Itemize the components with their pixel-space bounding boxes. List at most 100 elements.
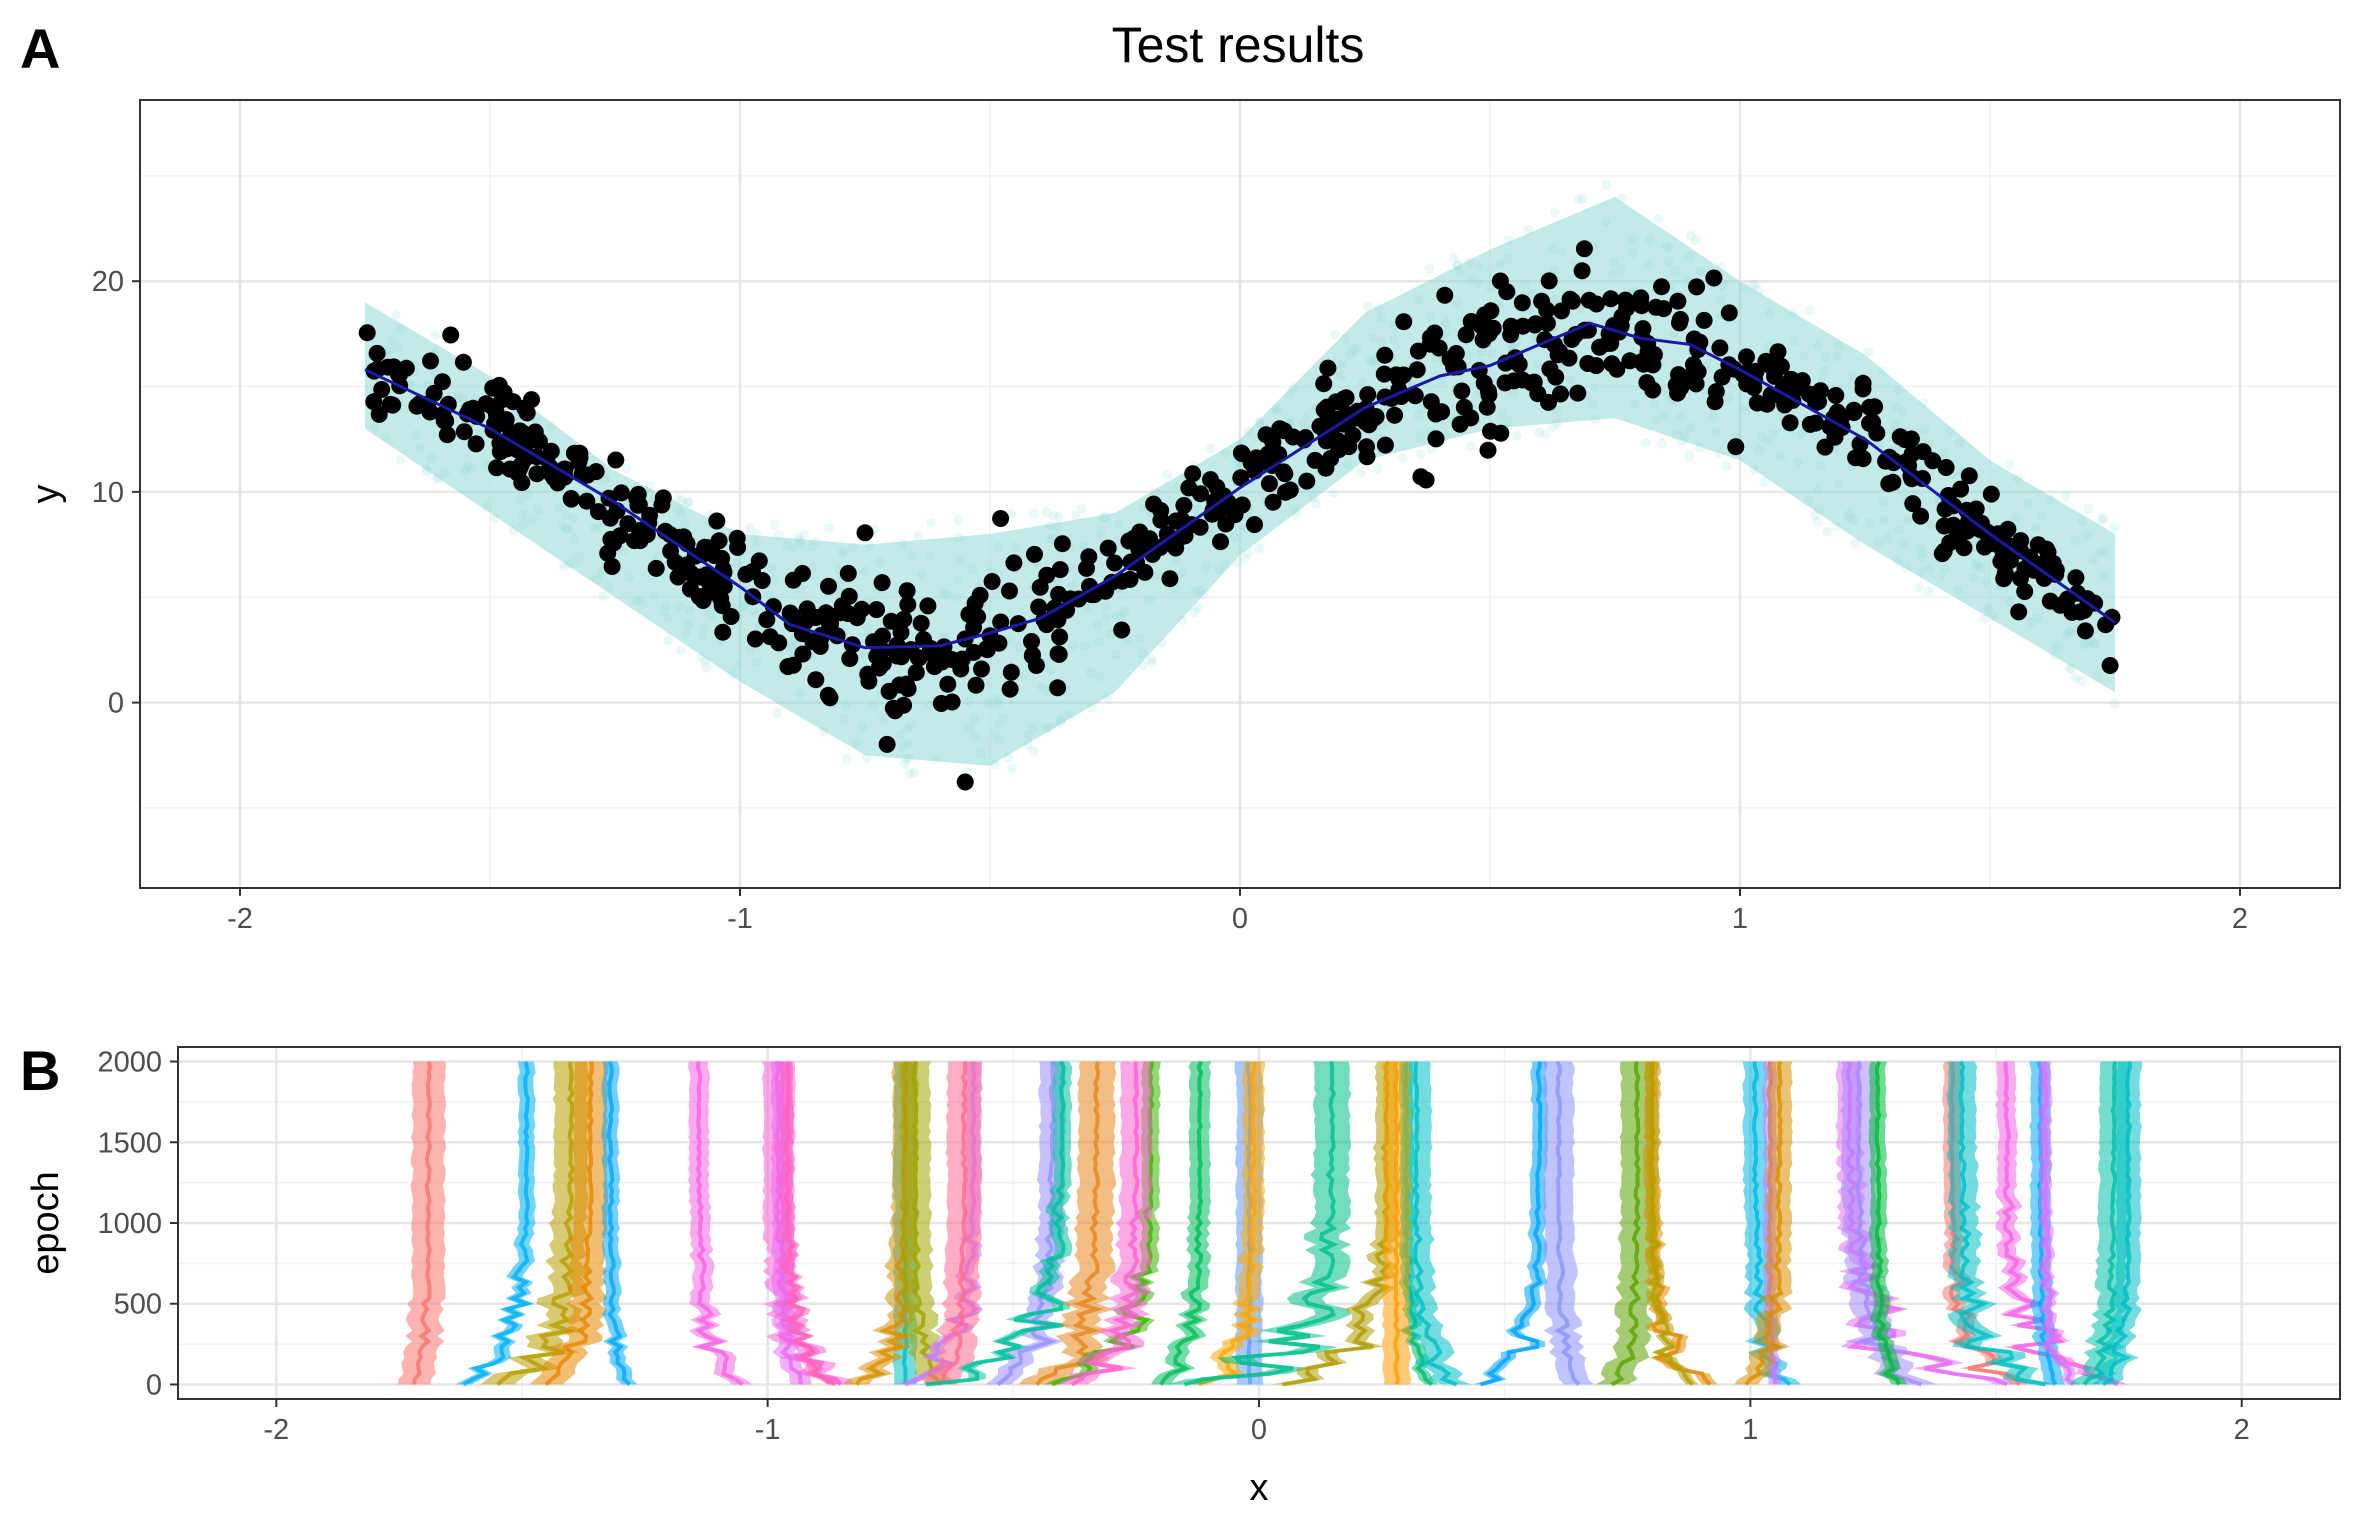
band-sample (440, 467, 451, 478)
observation-point (990, 634, 1008, 652)
observation-point (1453, 382, 1471, 400)
epoch-trace-ribbon (1271, 1061, 1399, 1385)
observation-point (888, 636, 906, 654)
band-sample (1193, 602, 1204, 612)
band-sample (2064, 662, 2075, 673)
band-sample (621, 463, 632, 474)
band-sample (1901, 563, 1912, 574)
band-sample (2088, 638, 2098, 649)
band-sample (569, 534, 580, 544)
band-sample (1466, 274, 1477, 285)
observation-point (2067, 569, 2085, 587)
band-sample (1988, 610, 1999, 621)
observation-point (433, 373, 451, 391)
x-tick-label: 0 (1251, 1414, 1267, 1446)
observation-point (694, 592, 712, 609)
band-sample (811, 536, 822, 547)
observation-point (1828, 403, 1846, 421)
band-sample (1138, 660, 1148, 671)
band-sample (1271, 403, 1282, 414)
band-sample (2083, 503, 2094, 514)
observation-point (1023, 647, 1041, 665)
observation-point (1051, 628, 1069, 646)
band-sample (1919, 424, 1930, 435)
band-sample (1010, 541, 1021, 552)
band-sample (1863, 347, 1874, 357)
band-sample (411, 429, 422, 440)
band-sample (1573, 194, 1584, 205)
band-sample (1013, 642, 1024, 653)
band-sample (680, 627, 691, 638)
band-sample (1464, 257, 1475, 268)
band-sample (1454, 266, 1464, 277)
band-sample (1952, 585, 1963, 596)
band-sample (675, 508, 686, 519)
epoch-trace-ribbon (601, 1061, 638, 1385)
observation-point (1992, 552, 2010, 570)
band-sample (2077, 516, 2088, 527)
band-sample (1146, 654, 1157, 665)
observation-point (1914, 443, 1932, 461)
observation-point (1711, 339, 1729, 357)
band-sample (700, 656, 711, 667)
band-sample (1523, 225, 1534, 235)
band-sample (1739, 404, 1750, 415)
band-sample (1643, 260, 1654, 271)
band-sample (1716, 261, 1727, 272)
observation-point (1745, 378, 1763, 396)
band-sample (1685, 422, 1696, 433)
band-sample (1113, 519, 1124, 530)
band-sample (1903, 515, 1914, 526)
band-sample (1815, 460, 1826, 471)
observation-point (491, 443, 509, 461)
band-sample (1100, 611, 1111, 622)
band-sample (923, 700, 934, 711)
observation-point (1001, 582, 1018, 600)
observation-point (1513, 294, 1531, 312)
band-sample (1243, 426, 1254, 436)
epoch-trace-ribbon (1166, 1061, 1352, 1385)
band-sample (794, 535, 805, 546)
observation-point (713, 549, 731, 567)
observation-point (1275, 463, 1293, 481)
band-sample (1029, 508, 1040, 519)
band-sample (1416, 403, 1427, 414)
epoch-trace-ribbon (455, 1061, 536, 1385)
observation-point (1807, 414, 1825, 432)
observation-point (438, 426, 456, 444)
observation-point (625, 532, 643, 550)
band-sample (1137, 503, 1148, 514)
observation-point (1318, 398, 1336, 416)
band-sample (1086, 702, 1097, 713)
observation-point (442, 326, 460, 344)
observation-point (1695, 311, 1713, 329)
observation-point (874, 627, 891, 645)
band-sample (898, 742, 908, 753)
observation-point (2041, 592, 2059, 610)
observation-point (841, 650, 859, 668)
band-sample (696, 651, 706, 662)
band-sample (751, 657, 762, 667)
band-sample (930, 755, 941, 765)
band-sample (2065, 627, 2076, 638)
band-sample (1068, 640, 1079, 651)
band-sample (598, 591, 609, 602)
band-sample (1254, 417, 1265, 427)
y-tick-label: 0 (108, 688, 124, 720)
band-sample (1070, 510, 1081, 521)
observation-point (1030, 598, 1048, 616)
band-sample (1189, 607, 1200, 618)
band-sample (856, 649, 867, 660)
observation-point (1935, 517, 1953, 535)
band-sample (1229, 532, 1240, 543)
band-sample (926, 517, 937, 528)
observation-point (1937, 459, 1955, 476)
epoch-traces (398, 1060, 2143, 1387)
band-sample (1832, 351, 1843, 362)
band-sample (1971, 560, 1982, 571)
band-sample (975, 748, 986, 759)
observation-point (1902, 430, 1920, 448)
observation-point (1002, 663, 1020, 681)
band-sample (1799, 351, 1809, 362)
